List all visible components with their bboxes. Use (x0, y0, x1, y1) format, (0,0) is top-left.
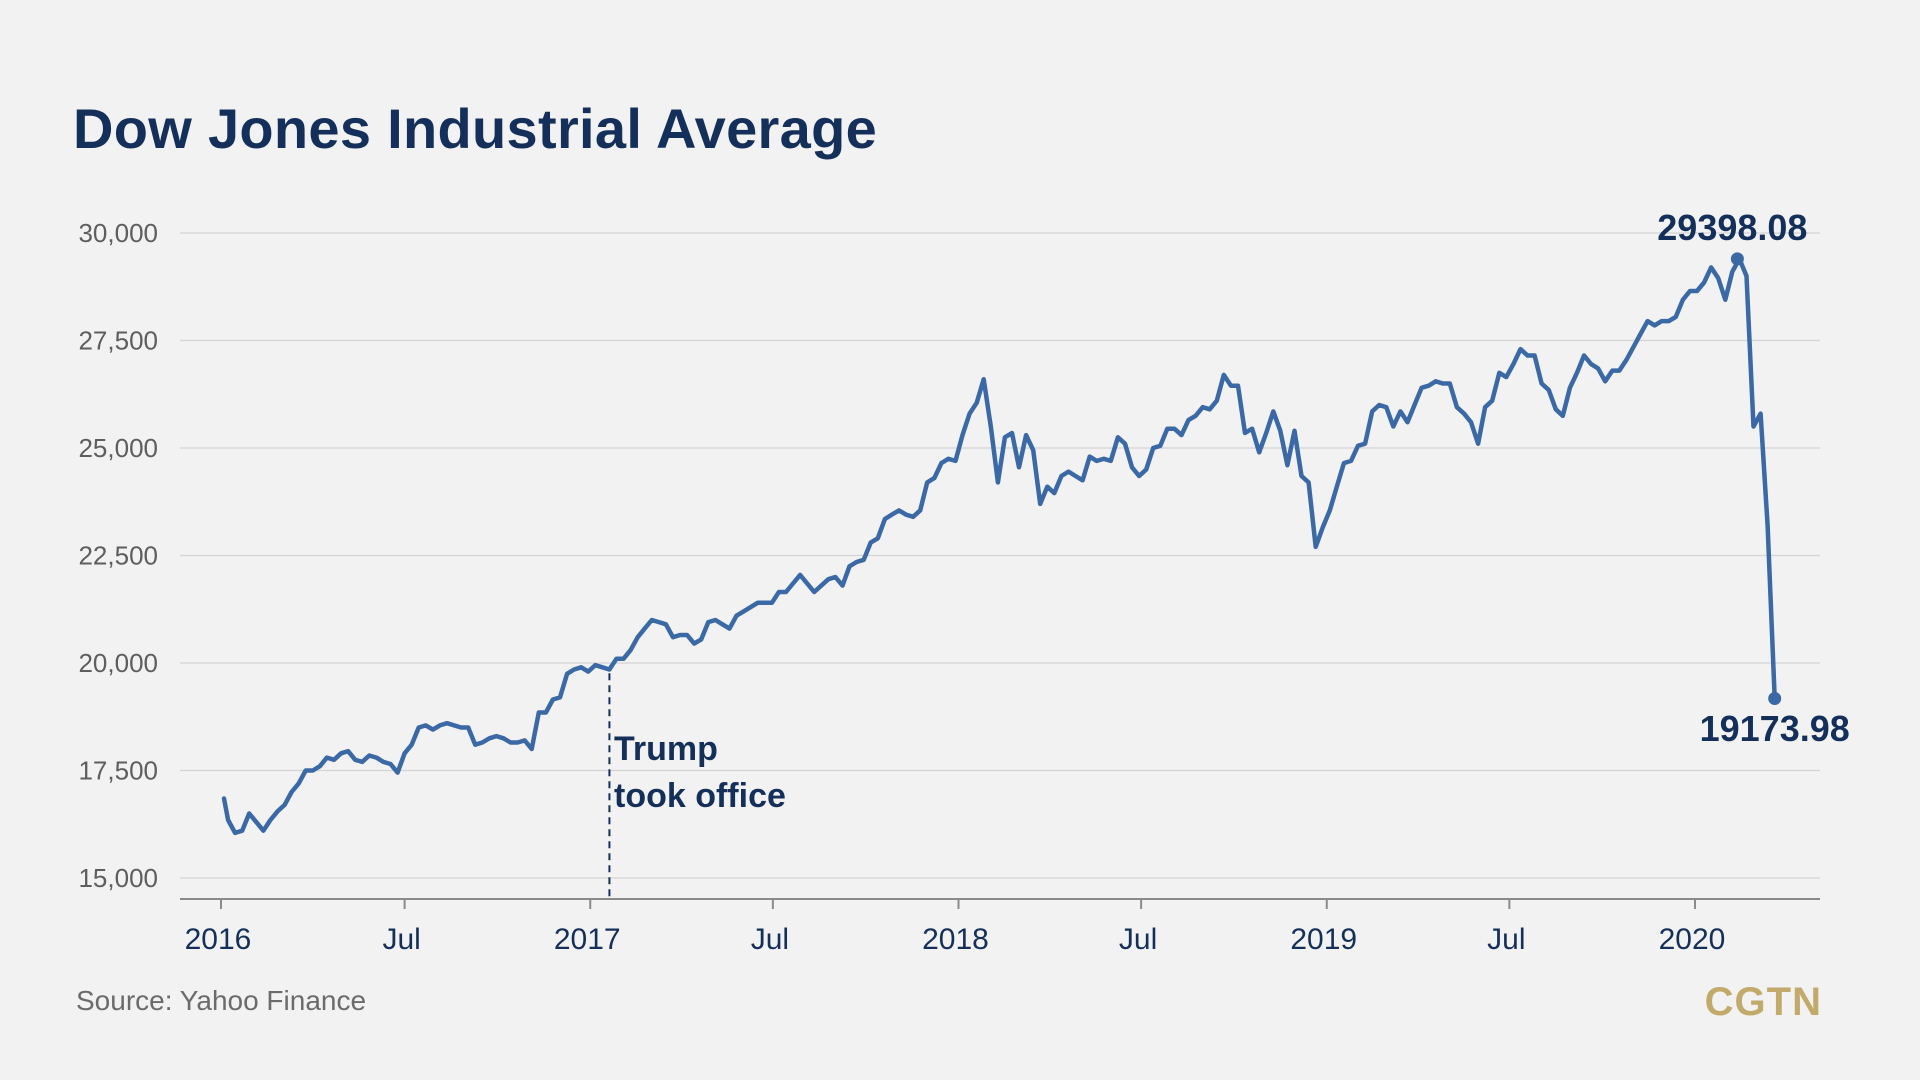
cgtn-logo: CGTN (1704, 980, 1822, 1024)
y-tick-label: 15,000 (78, 863, 158, 893)
y-tick-label: 25,000 (78, 433, 158, 463)
x-tick-label: 2017 (554, 923, 621, 956)
y-tick-label: 22,500 (78, 541, 158, 571)
x-tick-label: 2018 (922, 923, 989, 956)
x-tick-label: 2019 (1290, 923, 1357, 956)
x-tick-label: Jul (382, 923, 420, 956)
x-tick-label: 2020 (1659, 923, 1726, 956)
y-tick-label: 17,500 (78, 756, 158, 786)
x-tick-label: 2016 (185, 923, 252, 956)
peak-point (1730, 252, 1744, 266)
end-value-label: 19173.98 (1700, 708, 1850, 749)
end-point (1768, 692, 1782, 706)
peak-value-label: 29398.08 (1657, 207, 1807, 248)
y-tick-label: 27,500 (78, 326, 158, 356)
chart-title: Dow Jones Industrial Average (73, 97, 878, 160)
dow-jones-line (221, 256, 1777, 836)
y-tick-label: 30,000 (78, 218, 158, 248)
trump-office-label: took office (614, 777, 786, 815)
trump-office-label: Trump (614, 730, 718, 768)
source-note: Source: Yahoo Finance (76, 985, 367, 1016)
x-tick-label: Jul (751, 923, 789, 956)
x-tick-label: Jul (1487, 923, 1525, 956)
y-tick-label: 20,000 (78, 648, 158, 678)
x-tick-label: Jul (1119, 923, 1157, 956)
